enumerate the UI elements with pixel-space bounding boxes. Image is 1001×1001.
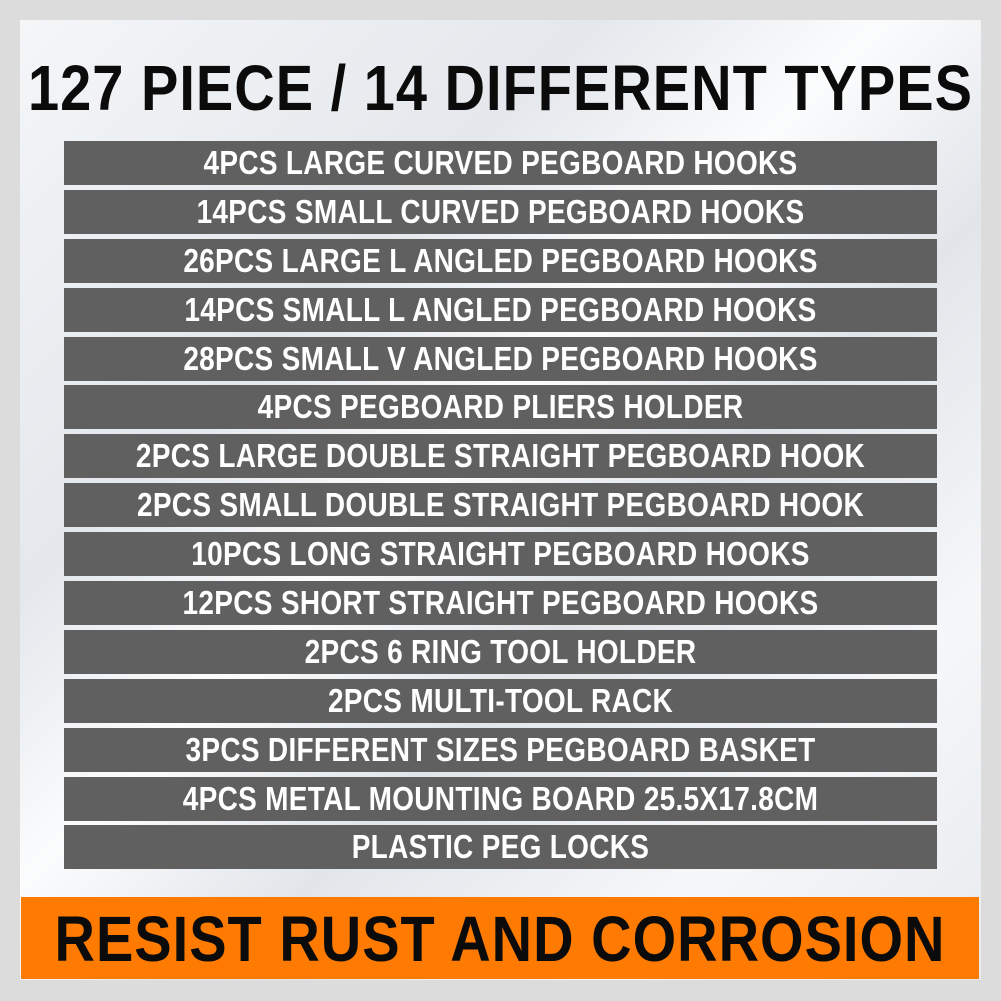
- list-item: 14PCS SMALL L ANGLED PEGBOARD HOOKS: [64, 287, 937, 332]
- title-text: 127 PIECE / 14 DIFFERENT TYPES: [28, 51, 973, 124]
- list-item-label: 4PCS LARGE CURVED PEGBOARD HOOKS: [203, 143, 798, 181]
- list-item-label: 2PCS MULTI-TOOL RACK: [327, 681, 674, 719]
- list-item-label: 4PCS PEGBOARD PLIERS HOLDER: [257, 388, 744, 426]
- list-item: 2PCS SMALL DOUBLE STRAIGHT PEGBOARD HOOK: [64, 483, 937, 528]
- list-item-label: 28PCS SMALL V ANGLED PEGBOARD HOOKS: [183, 339, 818, 377]
- list-item: 4PCS PEGBOARD PLIERS HOLDER: [64, 385, 937, 430]
- banner: RESIST RUST AND CORROSION: [21, 897, 979, 979]
- list-item-label: 12PCS SHORT STRAIGHT PEGBOARD HOOKS: [182, 583, 819, 622]
- item-list: 4PCS LARGE CURVED PEGBOARD HOOKS 14PCS SM…: [64, 141, 937, 874]
- list-item-label: PLASTIC PEG LOCKS: [351, 828, 650, 866]
- list-item-label: 26PCS LARGE L ANGLED PEGBOARD HOOKS: [183, 241, 818, 279]
- list-item: 2PCS LARGE DOUBLE STRAIGHT PEGBOARD HOOK: [64, 434, 937, 479]
- title: 127 PIECE / 14 DIFFERENT TYPES: [0, 51, 1001, 123]
- list-item-label: 14PCS SMALL L ANGLED PEGBOARD HOOKS: [184, 290, 817, 328]
- list-item: 28PCS SMALL V ANGLED PEGBOARD HOOKS: [64, 336, 937, 381]
- list-item: 3PCS DIFFERENT SIZES PEGBOARD BASKET: [64, 727, 937, 772]
- list-item: 10PCS LONG STRAIGHT PEGBOARD HOOKS: [64, 532, 937, 577]
- list-item-label: 2PCS SMALL DOUBLE STRAIGHT PEGBOARD HOOK: [136, 486, 865, 524]
- list-item: 14PCS SMALL CURVED PEGBOARD HOOKS: [64, 189, 937, 234]
- list-item: 12PCS SHORT STRAIGHT PEGBOARD HOOKS: [64, 581, 937, 626]
- list-item-label: 14PCS SMALL CURVED PEGBOARD HOOKS: [196, 192, 805, 230]
- list-item-label: 2PCS LARGE DOUBLE STRAIGHT PEGBOARD HOOK: [135, 437, 866, 475]
- list-item: 4PCS LARGE CURVED PEGBOARD HOOKS: [64, 141, 937, 185]
- list-item-label: 4PCS METAL MOUNTING BOARD 25.5X17.8CM: [182, 779, 819, 817]
- list-item: 2PCS 6 RING TOOL HOLDER: [64, 629, 937, 674]
- list-item: 26PCS LARGE L ANGLED PEGBOARD HOOKS: [64, 238, 937, 283]
- list-item-label: 3PCS DIFFERENT SIZES PEGBOARD BASKET: [185, 730, 816, 768]
- list-item: 4PCS METAL MOUNTING BOARD 25.5X17.8CM: [64, 776, 937, 821]
- list-item-label: 2PCS 6 RING TOOL HOLDER: [304, 632, 697, 670]
- list-item-label: 10PCS LONG STRAIGHT PEGBOARD HOOKS: [191, 534, 810, 573]
- list-item: PLASTIC PEG LOCKS: [64, 825, 937, 870]
- list-item: 2PCS MULTI-TOOL RACK: [64, 678, 937, 723]
- banner-text: RESIST RUST AND CORROSION: [54, 901, 946, 975]
